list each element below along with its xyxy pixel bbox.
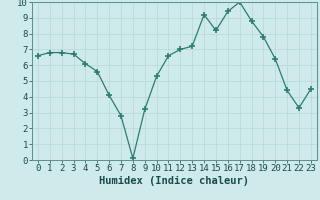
X-axis label: Humidex (Indice chaleur): Humidex (Indice chaleur) (100, 176, 249, 186)
